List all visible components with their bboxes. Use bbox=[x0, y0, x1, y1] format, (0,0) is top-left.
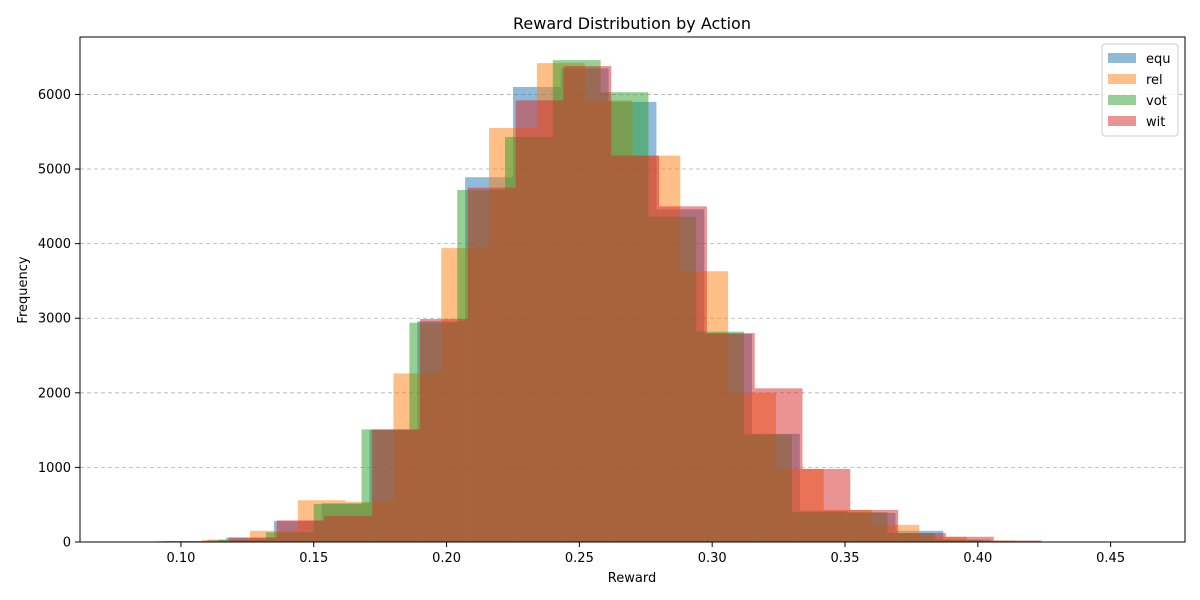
histogram-bar-wit bbox=[372, 429, 420, 542]
y-axis-label: Frequency bbox=[16, 256, 31, 323]
plot-frame bbox=[79, 36, 1186, 543]
x-tick-label: 0.15 bbox=[299, 551, 328, 566]
histogram-bar-wit bbox=[420, 318, 468, 542]
histogram-bar-wit bbox=[611, 155, 660, 543]
y-tick-label: 3000 bbox=[38, 312, 71, 327]
y-tick-label: 0 bbox=[63, 536, 71, 551]
x-tick-label: 0.25 bbox=[565, 551, 594, 566]
histogram-bar-wit bbox=[993, 540, 1042, 542]
legend-label-vot: vot bbox=[1146, 94, 1167, 109]
histogram-bar-wit bbox=[228, 537, 277, 542]
histogram-bar-wit bbox=[276, 520, 325, 542]
histogram-bar-wit bbox=[563, 66, 612, 542]
histogram-bar-wit bbox=[802, 468, 851, 542]
legend-label-equ: equ bbox=[1146, 52, 1171, 67]
legend-swatch-equ bbox=[1108, 53, 1136, 63]
legend-box bbox=[1101, 43, 1179, 137]
histogram-bar-wit bbox=[467, 187, 516, 542]
y-tick-label: 6000 bbox=[38, 88, 71, 103]
x-tick-label: 0.20 bbox=[432, 551, 461, 566]
y-tick-label: 1000 bbox=[38, 461, 71, 476]
histogram-bar-wit bbox=[515, 100, 564, 542]
x-axis: 0.10 0.15 0.20 0.25 0.30 0.35 0.40 0.45 bbox=[166, 542, 1125, 566]
x-tick-label: 0.30 bbox=[698, 551, 727, 566]
y-tick-label: 2000 bbox=[38, 386, 71, 401]
x-tick-label: 0.10 bbox=[166, 551, 195, 566]
histogram-bar-wit bbox=[706, 333, 755, 542]
grid-lines bbox=[80, 94, 1185, 468]
x-tick-label: 0.45 bbox=[1096, 551, 1125, 566]
legend-swatch-wit bbox=[1108, 116, 1136, 126]
x-tick-label: 0.40 bbox=[963, 551, 992, 566]
legend-swatch-vot bbox=[1108, 95, 1136, 105]
legend-label-rel: rel bbox=[1146, 73, 1163, 88]
legend-swatch-rel bbox=[1108, 74, 1136, 84]
histogram-bar-wit bbox=[850, 509, 899, 542]
chart-title: Reward Distribution by Action bbox=[513, 14, 751, 33]
histogram-bar-wit bbox=[898, 533, 946, 542]
histogram-bar-wit bbox=[324, 515, 373, 542]
x-tick-label: 0.35 bbox=[831, 551, 860, 566]
histogram-bar-wit bbox=[945, 536, 994, 542]
x-axis-label: Reward bbox=[608, 571, 656, 586]
legend-label-wit: wit bbox=[1146, 115, 1165, 130]
histogram-bar-wit bbox=[659, 206, 707, 542]
y-axis: 0 1000 2000 3000 4000 5000 6000 bbox=[38, 88, 80, 551]
y-tick-label: 4000 bbox=[38, 237, 71, 252]
y-tick-label: 5000 bbox=[38, 163, 71, 178]
histogram-bar-wit bbox=[754, 388, 803, 542]
legend: equ rel vot wit bbox=[1101, 43, 1179, 137]
histogram-bars bbox=[154, 60, 1090, 543]
